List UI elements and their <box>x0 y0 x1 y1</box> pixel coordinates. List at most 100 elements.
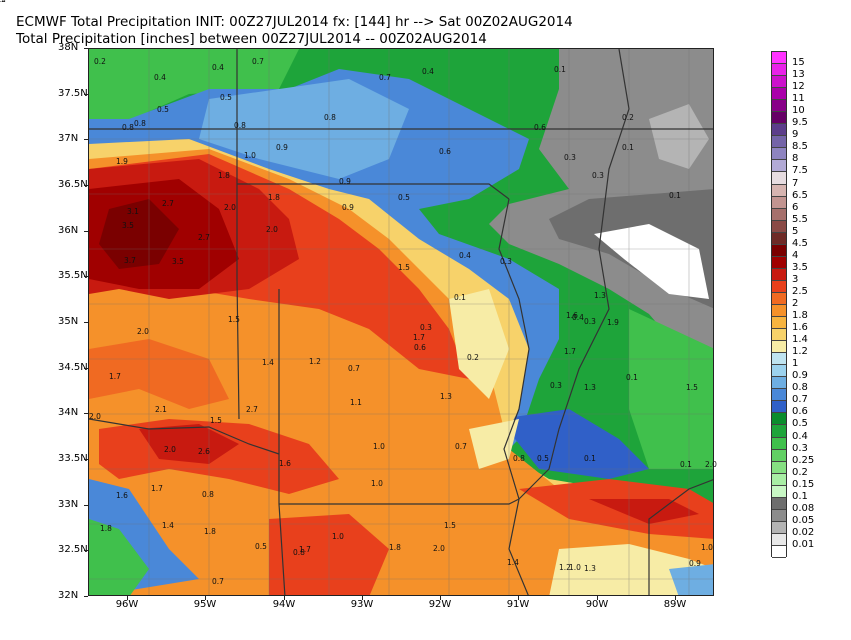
colorbar-segment <box>772 292 786 305</box>
colorbar-segment <box>772 425 786 438</box>
map-value-label: 3.7 <box>124 256 136 265</box>
colorbar-label: 15 <box>792 57 805 69</box>
latitude-tick <box>84 504 88 506</box>
map-value-label: 1.3 <box>440 392 452 401</box>
map-value-label: 1.1 <box>350 398 362 407</box>
colorbar-label: 1.2 <box>792 346 808 358</box>
colorbar-label: 4 <box>792 249 799 261</box>
orange-area-west <box>89 339 229 409</box>
longitude-label: 92W <box>428 599 452 610</box>
map-value-label: 0.2 <box>622 113 634 122</box>
map-value-label: 2.6 <box>198 447 210 456</box>
latitude-label: 37.5N <box>58 87 88 99</box>
map-value-label: 0.7 <box>455 442 467 451</box>
map-value-label: 0.2 <box>94 57 106 66</box>
colorbar-segment <box>772 52 786 65</box>
map-value-label: 1.9 <box>116 157 128 166</box>
colorbar-label: 0.6 <box>792 406 808 418</box>
map-value-label: 1.2 <box>0 0 6 4</box>
longitude-tick <box>675 596 676 600</box>
latitude-tick <box>84 596 88 597</box>
map-value-label: 1.7 <box>109 372 121 381</box>
map-value-label: 3.1 <box>127 207 139 216</box>
map-value-label: 0.8 <box>134 119 146 128</box>
pale-area-southeast <box>549 544 713 595</box>
colorbar-segment <box>772 521 786 534</box>
map-value-label: 1.7 <box>564 347 576 356</box>
colorbar-label: 4.5 <box>792 237 808 249</box>
colorbar-segment <box>772 88 786 101</box>
red-core-south <box>139 424 239 464</box>
map-value-label: 0.8 <box>122 123 134 132</box>
longitude-tick <box>518 596 519 600</box>
colorbar-segment <box>772 473 786 486</box>
latitude-tick <box>84 459 88 460</box>
map-value-label: 3.5 <box>172 257 184 266</box>
colorbar-segment <box>772 136 786 149</box>
colorbar-segment <box>772 341 786 354</box>
map-value-label: 1.0 <box>373 442 385 451</box>
latitude-label: 38N <box>58 42 79 53</box>
map-value-label: 0.6 <box>534 123 546 132</box>
colorbar-segment <box>772 124 786 137</box>
latitude-label: 36N <box>58 224 79 236</box>
colorbar-label: 0.05 <box>792 514 815 526</box>
colorbar-label: 0.15 <box>792 478 815 490</box>
map-value-label: 3.5 <box>122 221 134 230</box>
map-value-label: 0.8 <box>234 121 246 130</box>
map-value-label: 1.4 <box>162 521 174 530</box>
latitude-tick <box>84 48 88 49</box>
heaviest-precip-center <box>99 199 179 269</box>
latitude-label: 36.5N <box>58 179 88 190</box>
map-value-label: 1.5 <box>686 383 698 392</box>
colorbar-segment <box>772 437 786 450</box>
latitude-label: 32N <box>58 590 79 601</box>
colorbar-label: 0.4 <box>792 430 808 442</box>
colorbar-label: 3.5 <box>792 261 808 273</box>
map-value-label: 1.6 <box>279 459 291 468</box>
colorbar-label: 0.3 <box>792 442 808 454</box>
longitude-label: 89W <box>663 599 687 610</box>
map-value-label: 1.3 <box>584 383 596 392</box>
map-value-label: 1.6 <box>116 491 128 500</box>
colorbar-label: 0.02 <box>792 526 815 538</box>
map-value-label: 1.8 <box>218 171 230 180</box>
colorbar-label: 0.7 <box>792 394 808 406</box>
map-value-label: 0.3 <box>564 153 576 162</box>
colorbar-segment <box>772 208 786 221</box>
colorbar-label: 0.5 <box>792 418 808 430</box>
map-value-label: 0.9 <box>342 203 354 212</box>
map-value-label: 0.1 <box>680 460 692 469</box>
map-value-label: 0.9 <box>276 143 288 152</box>
map-value-label: 2.7 <box>198 233 210 242</box>
map-value-label: 1.8 <box>268 193 280 202</box>
map-value-label: 0.7 <box>252 57 264 66</box>
map-value-label: 0.5 <box>398 193 410 202</box>
colorbar-segment <box>772 76 786 89</box>
longitude-tick <box>440 596 441 600</box>
colorbar-segment <box>772 304 786 318</box>
colorbar-label: 9.5 <box>792 117 808 129</box>
colorbar-segment <box>772 148 786 161</box>
map-value-label: 2.0 <box>266 225 278 234</box>
colorbar-label: 6.5 <box>792 189 808 201</box>
colorbar-label: 9 <box>792 129 799 141</box>
colorbar-segment <box>772 389 786 402</box>
latitude-label: 32.5N <box>58 544 88 556</box>
map-value-label: 0.8 <box>324 113 336 122</box>
map-value-label: 0.7 <box>212 577 224 586</box>
colorbar-label: 5 <box>792 225 799 237</box>
map-value-label: 2.0 <box>89 412 101 421</box>
map-value-label: 0.1 <box>584 454 596 463</box>
latitude-label: 35.5N <box>58 270 88 282</box>
colorbar-label: 0.08 <box>792 502 815 514</box>
map-value-label: 1.2 <box>559 563 571 572</box>
map-value-label: 2.7 <box>246 405 258 414</box>
map-value-label: 1.7 <box>151 484 163 493</box>
map-value-label: 0.1 <box>622 143 634 152</box>
colorbar-segment <box>772 112 786 125</box>
colorbar-label: 1 <box>792 358 799 370</box>
colorbar-segment <box>772 220 786 233</box>
title-line-2: Total Precipitation [inches] between 00Z… <box>16 31 487 47</box>
colorbar-segment <box>772 329 786 342</box>
